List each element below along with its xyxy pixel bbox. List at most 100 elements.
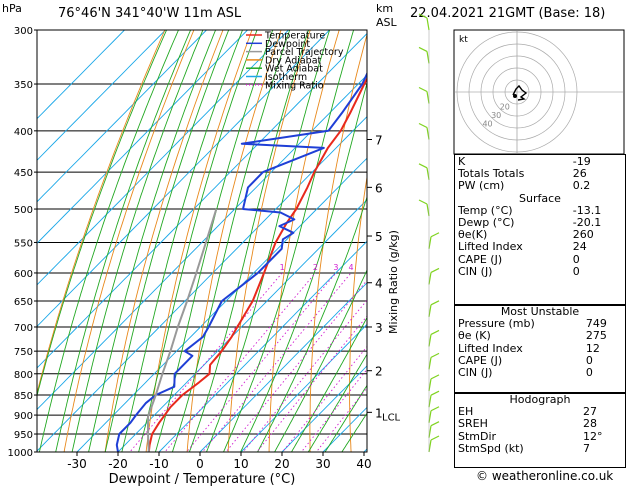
station-location: 76°46'N 341°40'W 11m ASL [58,6,242,21]
wet-adiabat-line [104,30,230,452]
wet-adiabat-line [290,316,367,452]
wind-barb [428,357,432,370]
wet-adiabat-line [71,30,204,452]
index-row: Temp (°C) -13.1 [456,204,624,217]
index-value: 0 [572,252,580,266]
temperature-tick-label: 20 [274,457,289,471]
wind-barb-flag [418,13,428,19]
hodograph-ring [504,79,530,105]
isotherm-line [37,30,208,203]
legend-label: Wet Adiabat [265,64,323,75]
wind-barb [426,91,430,104]
wind-barb [426,17,430,31]
index-row: StmSpd (kt) 7 [456,441,624,455]
wind-barb-flag [418,163,428,169]
index-label: Lifted Index [458,240,523,254]
pressure-tick-label: 550 [14,238,33,249]
index-value: 260 [572,228,594,242]
index-row: Lifted Index 12 [456,342,624,355]
wind-barb [426,203,430,217]
index-value: 7 [583,441,591,455]
altitude-tick-label: 3 [375,321,383,335]
pressure-tick-label: 700 [14,323,33,334]
index-label: EH [458,405,474,419]
mixing-ratio-line [281,345,367,452]
indices-table-top: K -19 Totals Totals 26 PW (cm) 0.2 Surface … [456,155,624,278]
temperature-tick-label: -10 [149,457,169,471]
isotherm-line [322,406,367,452]
dry-adiabat-line [309,32,367,452]
wind-barb [428,439,432,453]
hodograph-ring [492,67,542,117]
altitude-tick-label: 7 [375,133,383,147]
isotherm-line [37,116,367,452]
pressure-tick-label: 850 [14,391,33,402]
dry-adiabat-line [186,30,282,452]
wind-barb-flag [430,300,440,306]
wet-adiabat-line [240,81,367,452]
isotherm-line [37,30,249,244]
plot-frame [36,29,368,453]
wind-barb [428,410,432,423]
altitude-tick-label: 4 [375,277,383,291]
wind-barb [428,334,432,347]
hodograph-ring [468,43,566,141]
wind-barb-flag [430,232,440,238]
indices-table-unstable: Most Unstable Pressure (mb) 749 θe (K) 275… [456,305,624,379]
temperature-tick-label: 0 [196,457,204,471]
isotherm-line [240,323,367,452]
wet-adiabat-line [38,30,179,452]
index-label: CAPE (J) [458,252,503,266]
dry-adiabat-line [104,30,224,452]
wind-barb [428,304,432,317]
altitude-tick-label: 6 [375,181,383,195]
index-label: Dewp (°C) [458,216,515,230]
isotherm-line [37,30,167,161]
wind-barb-flag [430,352,440,358]
temperature-tick-label: 10 [233,457,248,471]
index-row: θe (K) 275 [456,330,624,342]
wind-barb-flag [430,329,440,335]
hodograph-ring [456,31,578,153]
index-label: θe(K) [458,228,488,242]
index-row: CAPE (J) 0 [456,353,624,367]
isotherm-line [281,365,367,452]
wind-barb-flag [430,267,440,273]
pressure-tick-label: 400 [14,127,33,138]
wind-barb-flag [430,390,440,396]
mixing-ratio-line [300,368,367,452]
hodograph-unit-label: kt [459,35,468,45]
altitude-ref-label: ASL [376,16,397,29]
index-value: 12° [583,429,603,443]
axes: 3003504004505005506006507007508008509009… [8,26,401,486]
index-label: Pressure (mb) [458,317,535,331]
pressure-tick-label: 500 [14,205,33,216]
index-value: 24 [572,240,587,254]
dry-adiabat-line [227,30,311,452]
index-label: StmDir [458,429,497,443]
indices-box-top [454,154,626,306]
altitude-tick-label: 5 [375,230,383,244]
index-label: PW (cm) [458,179,505,193]
mixing-ratio-label: 5 [371,263,376,272]
wind-barb-flag [418,122,428,129]
temperature-tick-label: 30 [315,457,330,471]
index-row: SREH 28 [456,418,624,430]
index-row: CAPE (J) 0 [456,252,624,266]
index-row: Dewp (°C) -20.1 [456,216,624,230]
pressure-tick-label: 650 [14,297,33,308]
dry-adiabat-line [63,30,195,452]
index-label: CAPE (J) [458,353,503,367]
index-row: Lifted Index 24 [456,241,624,253]
indices-table-hodograph: Hodograph EH 27 SREH 28 StmDir 12° StmSpd (… [456,393,624,455]
index-row: StmDir 12° [456,429,624,443]
x-axis-label: Dewpoint / Temperature (°C) [109,472,296,486]
wet-adiabat-line [55,30,192,452]
hodograph-ring [480,55,554,129]
mixing-ratio-line [225,279,367,452]
series-parcel-trajectory [147,208,218,452]
sounding-datetime: 22.04.2021 21GMT (Base: 18) [410,6,606,21]
wind-barb-flag [430,435,440,441]
